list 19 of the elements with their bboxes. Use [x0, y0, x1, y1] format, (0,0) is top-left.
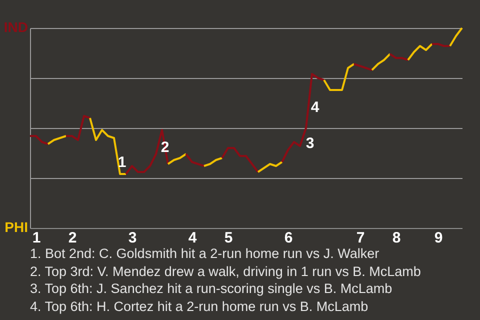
text: 4. Top 6th: H. Cortez hit a 2-run home run vs B. McLamb — [30, 298, 370, 315]
annotation: 2 — [160, 139, 170, 156]
x-tick-label: 4 — [188, 230, 198, 246]
annotation: 4 — [310, 99, 320, 116]
text: 2. Top 3rd: V. Mendez drew a walk, driving in 1 run vs B. McLamb — [30, 262, 421, 280]
x-tick-label: 2 — [68, 230, 77, 246]
x-tick-label: 1 — [32, 230, 41, 246]
text: 1. Bot 2nd: C. Goldsmith hit a 2-run home run vs J. Walker — [30, 245, 380, 262]
x-tick-label: 7 — [356, 230, 365, 246]
x-tick-label: 5 — [224, 230, 233, 246]
x-tick-label: 9 — [434, 230, 443, 246]
text: IND — [4, 19, 28, 35]
annotation: 3 — [306, 135, 314, 152]
text: 3. Top 6th: J. Sanchez hit a run-scoring single vs B. McLamb — [30, 280, 394, 298]
x-tick-label: 3 — [128, 230, 137, 246]
annotation: 1 — [118, 154, 126, 171]
text: PHI — [4, 219, 28, 235]
x-tick-label: 8 — [392, 230, 401, 246]
x-tick-label: 6 — [284, 230, 293, 246]
